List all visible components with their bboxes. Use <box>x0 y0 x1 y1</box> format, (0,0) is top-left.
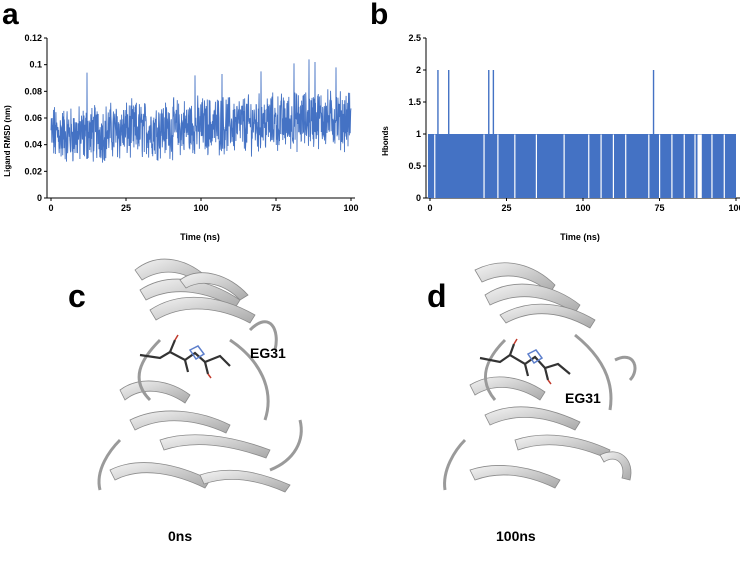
ligand-label-100ns: EG31 <box>565 390 601 406</box>
hbonds-zero-gap <box>600 134 602 198</box>
x-tick-label: 100 <box>343 203 358 213</box>
time-label-0ns: 0ns <box>168 528 193 544</box>
x-tick-label: 75 <box>654 203 664 213</box>
hbonds-zero-gap <box>723 134 725 198</box>
x-tick-label: 0 <box>48 203 53 213</box>
ligand-label-0ns: EG31 <box>250 345 286 361</box>
y-tick-label: 0.1 <box>29 60 42 70</box>
hbonds-spike <box>488 70 490 134</box>
rmsd-y-axis-label: Ligand RMSD (nm) <box>3 105 12 177</box>
hbonds-zero-gap <box>625 134 627 198</box>
rmsd-chart: Ligand RMSD (nm) Time (ns) 0 0.02 0.04 0.06… <box>3 33 359 242</box>
hbonds-zero-gap <box>648 134 650 198</box>
time-label-100ns: 100ns <box>496 528 536 544</box>
x-tick-label: 75 <box>271 203 281 213</box>
hbonds-zero-gap <box>483 134 485 198</box>
y-tick-label: 2.5 <box>408 33 421 43</box>
protein-structure-0ns <box>97 258 303 493</box>
hbonds-zero-gap <box>711 134 713 198</box>
hbonds-zero-gap <box>434 134 436 198</box>
panel-label-d: d <box>427 278 447 314</box>
y-tick-label: 0.02 <box>24 166 42 176</box>
y-tick-label: 1.5 <box>408 97 421 107</box>
x-tick-label: 100 <box>193 203 208 213</box>
hbonds-y-axis-label: Hbonds <box>381 126 390 156</box>
hbonds-bar-block <box>428 134 736 198</box>
hbonds-zero-gap <box>671 134 673 198</box>
hbonds-chart: Hbonds Time (ns) 0 0.5 1 1.5 2 2.5 0 25 100 75 100 <box>381 33 740 242</box>
hbonds-zero-gap <box>659 134 661 198</box>
panel-label-b: b <box>370 0 389 31</box>
hbonds-zero-gap <box>535 134 537 198</box>
hbonds-zero-gap <box>697 134 701 198</box>
hbonds-zero-gap <box>612 134 614 198</box>
panel-label-a: a <box>2 0 19 31</box>
y-tick-label: 0.04 <box>24 140 42 150</box>
hbonds-zero-gap <box>588 134 590 198</box>
x-tick-label: 0 <box>427 203 432 213</box>
y-tick-label: 0.06 <box>24 113 42 123</box>
y-tick-label: 1 <box>416 129 421 139</box>
hbonds-spike <box>448 70 450 134</box>
x-tick-label: 25 <box>501 203 511 213</box>
rmsd-series-line <box>50 59 352 163</box>
hbonds-zero-gap <box>514 134 516 198</box>
y-tick-label: 0 <box>416 193 421 203</box>
hbonds-spike <box>437 70 439 134</box>
hbonds-spike <box>652 70 655 134</box>
protein-structure-100ns <box>443 262 637 491</box>
hbonds-zero-gap <box>497 134 499 198</box>
y-tick-label: 2 <box>416 65 421 75</box>
y-tick-label: 0.08 <box>24 86 42 96</box>
rmsd-x-axis-label: Time (ns) <box>180 232 220 242</box>
hbonds-spike <box>492 70 495 134</box>
hbonds-zero-gap <box>563 134 565 198</box>
x-tick-label: 100 <box>728 203 740 213</box>
x-tick-label: 25 <box>121 203 131 213</box>
hbonds-zero-gap <box>700 134 702 198</box>
hbonds-zero-gap <box>683 134 685 198</box>
panel-label-c: c <box>68 278 86 314</box>
y-tick-label: 0.5 <box>408 161 421 171</box>
x-tick-label: 100 <box>575 203 590 213</box>
y-tick-label: 0.12 <box>24 33 42 43</box>
hbonds-zero-gap <box>694 134 696 198</box>
hbonds-x-axis-label: Time (ns) <box>560 232 600 242</box>
y-tick-label: 0 <box>37 193 42 203</box>
